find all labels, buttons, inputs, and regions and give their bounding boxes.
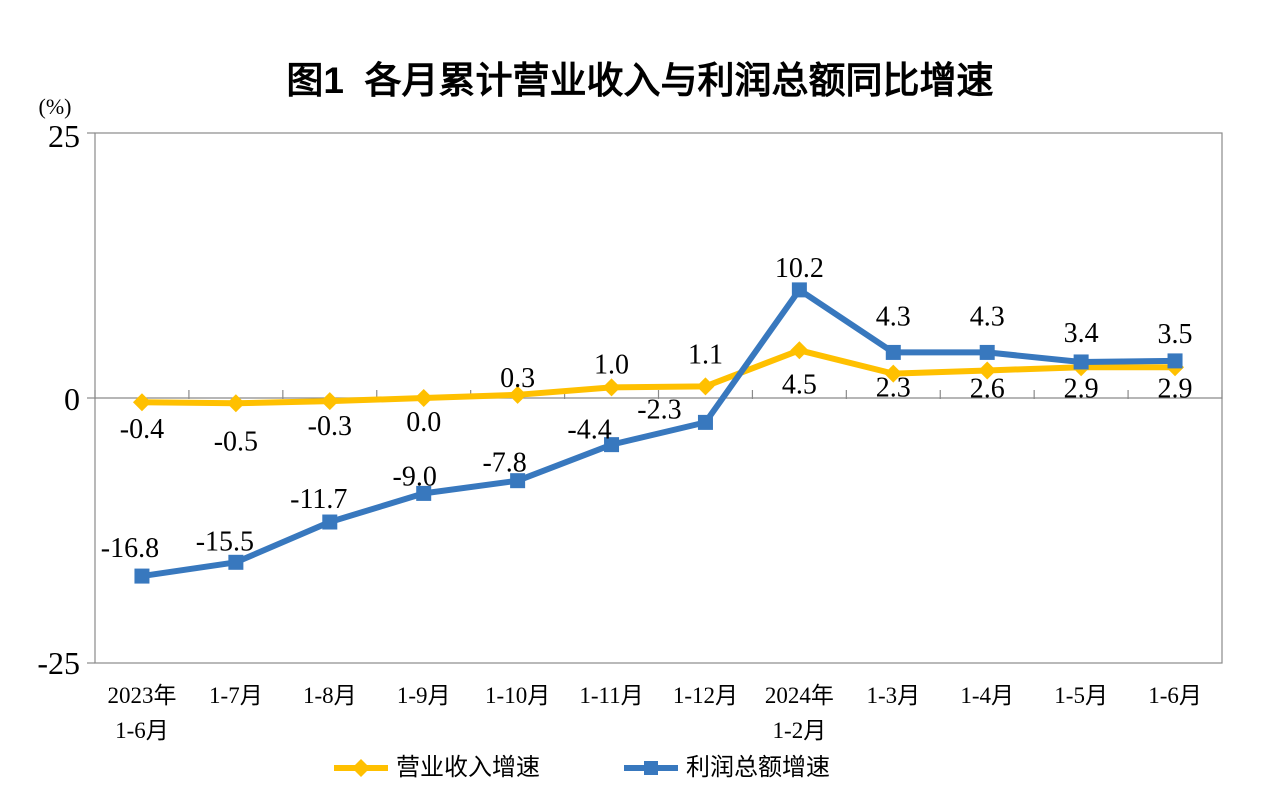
data-point-marker-revenue [884,364,903,383]
data-point-marker-revenue [508,385,527,404]
x-axis-label: 1-4月 [960,683,1014,708]
legend: 营业收入增速 利润总额增速 [334,753,830,783]
data-label-profit: -2.3 [637,394,681,425]
data-label-revenue: 4.5 [782,369,817,400]
data-label-profit: 3.4 [1064,318,1099,349]
x-axis-label: 1-10月 [485,683,550,708]
data-label-profit: -7.8 [482,448,526,479]
data-point-marker-profit [1073,354,1089,370]
data-point-marker-profit [604,437,620,453]
data-point-marker-revenue [696,377,715,396]
data-label-revenue: 2.9 [1158,373,1193,404]
data-point-marker-profit [322,514,338,530]
data-label-profit: 4.3 [970,301,1005,332]
legend-item-profit: 利润总额增速 [624,753,830,783]
data-point-marker-profit [697,414,713,430]
series-line-revenue [141,347,1176,407]
y-axis-unit-label: (%) [38,94,72,119]
y-tick-label-25: 25 [48,118,80,154]
data-point-marker-profit [134,568,150,584]
data-label-profit: -4.4 [567,415,611,446]
data-point-marker-revenue [602,378,621,397]
data-point-marker-profit [885,344,901,360]
x-axis-label: 2024年 [765,683,834,708]
data-label-profit: -11.7 [290,484,347,515]
data-label-revenue: 1.0 [594,349,629,380]
x-axis-label: 1-9月 [397,683,451,708]
diamond-marker-icon [352,759,370,777]
x-axis-label: 1-3月 [866,683,920,708]
y-tick-label-0: 0 [64,381,80,417]
data-point-marker-profit [791,282,807,298]
data-label-revenue: -0.4 [120,414,164,445]
x-axis-label: 1-11月 [579,683,643,708]
series-line-profit [141,286,1176,580]
data-point-marker-profit [510,473,526,489]
data-label-revenue: -0.5 [214,426,258,457]
data-label-revenue: 0.0 [406,407,441,438]
data-point-marker-revenue [132,393,151,412]
square-marker-icon [644,761,658,775]
y-tick-label-minus25: -25 [37,645,80,681]
x-axis-label: 1-6月 [1148,683,1202,708]
data-point-marker-revenue [226,394,245,413]
data-point-marker-revenue [790,341,809,360]
x-axis-label: 1-5月 [1054,683,1108,708]
data-point-marker-revenue [414,389,433,407]
data-label-profit: 10.2 [775,253,824,284]
x-axis-label: 1-6月 [115,718,169,743]
legend-label-profit: 利润总额增速 [686,755,830,781]
data-label-profit: -9.0 [393,461,437,492]
data-label-revenue: 2.3 [876,373,911,404]
revenue-series-swatch [334,759,388,777]
x-axis-label: 2023年 [107,683,176,708]
x-axis-label: 1-7月 [209,683,263,708]
data-point-marker-profit [416,485,432,501]
x-axis-label: 1-12月 [673,683,738,708]
legend-item-revenue: 营业收入增速 [334,753,540,783]
chart-title: 图1 各月累计营业收入与利润总额同比增速 [286,60,994,101]
x-axis-label: 1-8月 [303,683,357,708]
data-label-revenue: 1.1 [688,339,723,370]
data-point-marker-profit [979,344,995,360]
x-axis-label: 1-2月 [773,718,827,743]
data-label-profit: -16.8 [101,533,159,564]
data-point-marker-profit [1167,353,1183,369]
data-label-profit: 4.3 [876,301,911,332]
data-label-revenue: 2.9 [1064,373,1099,404]
data-label-profit: -15.5 [196,526,254,557]
data-label-profit: 3.5 [1158,319,1193,350]
data-label-revenue: 2.6 [970,373,1005,404]
data-point-marker-profit [228,554,244,570]
data-label-revenue: 0.3 [500,363,535,394]
data-point-marker-revenue [978,361,997,380]
profit-series-swatch [624,761,678,775]
legend-label-revenue: 营业收入增速 [396,755,540,781]
data-label-revenue: -0.3 [308,411,352,442]
data-point-marker-revenue [320,392,339,411]
